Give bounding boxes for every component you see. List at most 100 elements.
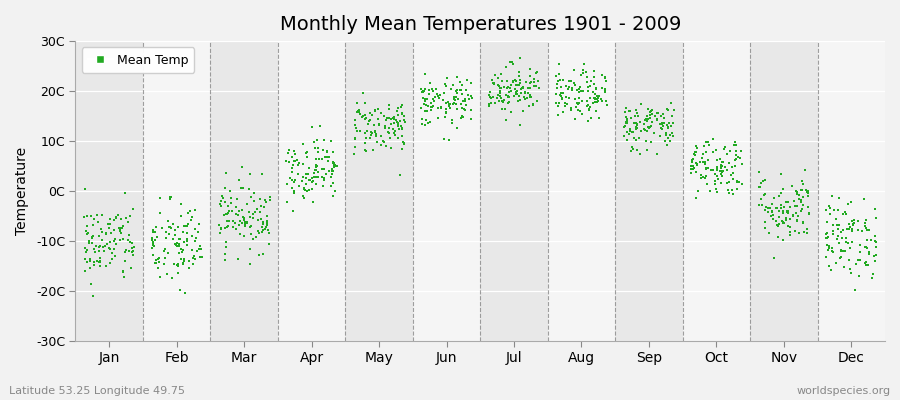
Point — [709, 166, 724, 172]
Point — [259, 224, 274, 230]
Point — [859, 217, 873, 224]
Point — [761, 230, 776, 236]
Point — [495, 98, 509, 104]
Point — [788, 228, 803, 234]
Point — [845, 228, 859, 234]
Point — [444, 86, 458, 92]
Point — [235, 214, 249, 220]
Point — [506, 79, 520, 86]
Point — [353, 128, 367, 134]
Point — [348, 124, 363, 131]
Point — [590, 97, 605, 104]
Point — [301, 171, 315, 177]
Point — [317, 176, 331, 183]
Point — [503, 109, 517, 116]
Point — [643, 114, 657, 121]
Point — [685, 157, 699, 164]
Point — [859, 244, 873, 250]
Point — [774, 204, 788, 211]
Point — [577, 60, 591, 67]
Point — [260, 218, 274, 224]
Point — [186, 253, 201, 260]
Point — [174, 256, 188, 262]
Point — [145, 245, 159, 251]
Point — [796, 194, 811, 200]
Point — [93, 255, 107, 262]
Point — [96, 248, 111, 254]
Point — [754, 180, 769, 186]
Point — [260, 213, 274, 219]
Point — [800, 204, 814, 210]
Point — [710, 166, 724, 172]
Point — [801, 190, 815, 196]
Point — [711, 176, 725, 182]
Point — [306, 138, 320, 145]
Point — [500, 100, 515, 106]
Point — [503, 85, 517, 91]
Point — [213, 224, 228, 231]
Point — [424, 100, 438, 106]
Point — [500, 117, 514, 123]
Point — [361, 121, 375, 127]
Point — [659, 132, 673, 138]
Point — [532, 85, 546, 92]
Point — [363, 117, 377, 123]
Point — [306, 198, 320, 205]
Point — [526, 83, 541, 90]
Point — [251, 230, 266, 236]
Point — [441, 136, 455, 143]
Point — [776, 186, 790, 192]
Point — [103, 260, 117, 266]
Point — [653, 113, 668, 120]
Point — [243, 246, 257, 252]
Point — [563, 78, 578, 84]
Point — [512, 76, 526, 83]
Point — [446, 99, 461, 106]
Point — [560, 101, 574, 107]
Point — [729, 152, 743, 158]
Point — [364, 132, 378, 138]
Point — [527, 79, 542, 85]
Point — [686, 156, 700, 162]
Point — [360, 128, 374, 134]
Point — [323, 138, 338, 144]
Point — [93, 259, 107, 266]
Point — [107, 238, 122, 244]
Point — [414, 86, 428, 92]
Point — [436, 90, 451, 96]
Point — [832, 222, 846, 228]
Point — [419, 101, 434, 108]
Point — [77, 186, 92, 192]
Point — [104, 216, 118, 222]
Point — [419, 116, 434, 123]
Point — [284, 174, 298, 181]
Point — [561, 86, 575, 92]
Point — [235, 164, 249, 170]
Point — [363, 134, 377, 141]
Point — [238, 222, 252, 229]
Point — [457, 106, 472, 112]
Point — [655, 110, 670, 117]
Point — [509, 88, 524, 95]
Point — [311, 148, 326, 155]
Point — [352, 109, 366, 116]
Point — [98, 231, 112, 238]
Point — [688, 143, 703, 150]
Point — [125, 248, 140, 255]
Point — [125, 245, 140, 252]
Point — [518, 96, 532, 102]
Point — [501, 94, 516, 100]
Point — [521, 90, 535, 96]
Point — [219, 239, 233, 246]
Point — [592, 115, 607, 121]
Point — [246, 215, 260, 221]
Point — [717, 146, 732, 152]
Point — [302, 177, 317, 183]
Point — [242, 186, 256, 192]
Point — [514, 86, 528, 92]
Point — [554, 94, 569, 101]
Point — [787, 213, 801, 219]
Point — [221, 223, 236, 229]
Point — [553, 77, 567, 84]
Point — [629, 147, 643, 154]
